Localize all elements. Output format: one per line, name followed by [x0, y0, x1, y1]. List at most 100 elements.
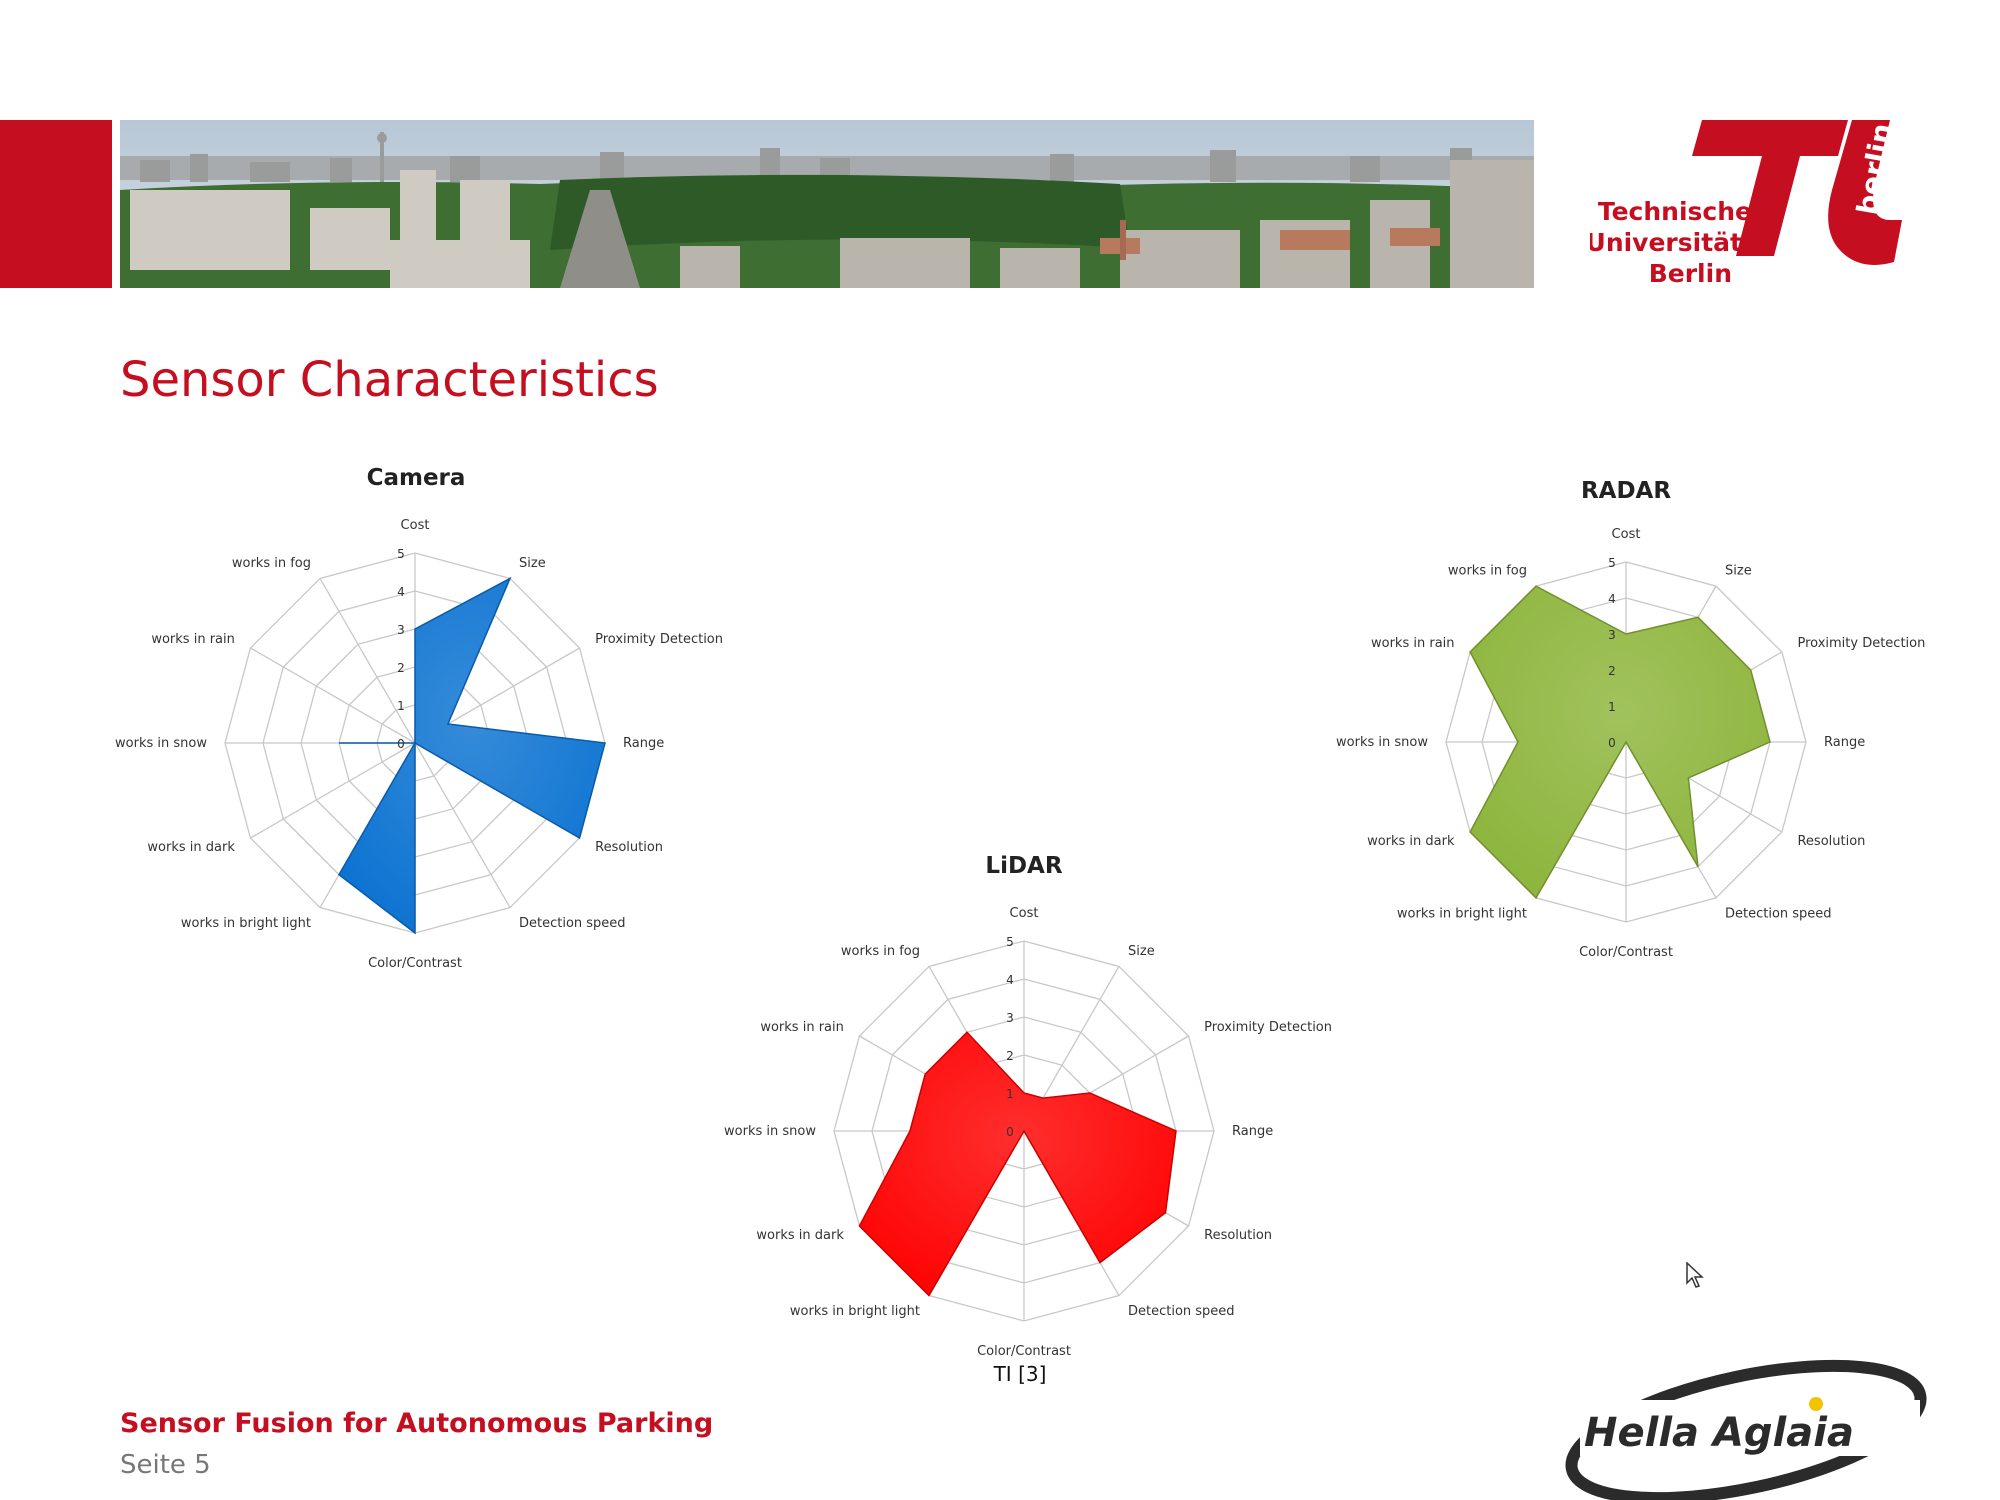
- camera-category-label: Resolution: [595, 840, 663, 855]
- radar-category-label: works in fog: [1448, 564, 1527, 579]
- camera-category-label: Range: [623, 736, 664, 751]
- radar-category-label: works in bright light: [1397, 906, 1527, 921]
- camera-spoke: [250, 742, 416, 839]
- lidar-spoke: [928, 1130, 1025, 1296]
- radar-category-label: Cost: [1612, 527, 1641, 542]
- camera-category-label: works in fog: [232, 556, 311, 571]
- lidar-category-label: works in snow: [724, 1124, 816, 1139]
- lidar-category-label: Color/Contrast: [977, 1344, 1071, 1359]
- radar-tick-label: 2: [1608, 664, 1616, 678]
- radar-category-label: Size: [1725, 564, 1752, 579]
- camera-tick-label: 4: [397, 585, 405, 599]
- lidar-gridline: [833, 940, 1215, 1322]
- camera-category-label: works in snow: [115, 736, 207, 751]
- radar-tick-label: 3: [1608, 628, 1616, 642]
- header-red-block: [0, 120, 112, 288]
- camera-spoke: [414, 742, 511, 908]
- lidar-spoke: [1023, 1130, 1120, 1296]
- camera-tick-label: 2: [397, 661, 405, 675]
- radar-tick-label: 1: [1608, 700, 1616, 714]
- camera-gridline: [338, 666, 492, 820]
- lidar-category-label: Size: [1128, 944, 1155, 959]
- mouse-cursor-icon: [1686, 1262, 1704, 1288]
- radar-gridline: [1517, 633, 1735, 851]
- lidar-category-label: works in rain: [760, 1020, 844, 1035]
- camera-spoke: [414, 742, 580, 839]
- lidar-spoke: [1023, 1130, 1189, 1227]
- lidar-spoke: [1023, 966, 1120, 1132]
- lidar-tick-label: 2: [1006, 1049, 1014, 1063]
- radar-category-label: Color/Contrast: [1579, 945, 1673, 960]
- radar-spoke: [1625, 651, 1783, 743]
- camera-category-label: works in rain: [151, 632, 235, 647]
- radar-category-label: Detection speed: [1725, 906, 1832, 921]
- lidar-gridline: [871, 978, 1177, 1284]
- lidar-category-label: Detection speed: [1128, 1304, 1235, 1319]
- camera-tick-label: 0: [397, 737, 405, 751]
- footer-title: Sensor Fusion for Autonomous Parking: [120, 1408, 714, 1439]
- lidar-spoke: [859, 1130, 1025, 1227]
- camera-spoke: [250, 647, 416, 744]
- radar-category-label: Range: [1824, 735, 1865, 750]
- camera-spoke: [319, 742, 416, 908]
- camera-data-area: [338, 576, 606, 935]
- camera-gridline: [262, 590, 568, 896]
- radar-category-label: works in rain: [1371, 636, 1455, 651]
- radar-spoke: [1625, 741, 1717, 899]
- camera-gridline: [224, 552, 606, 934]
- lidar-gridline: [985, 1092, 1063, 1170]
- radar-chart-title: RADAR: [1580, 478, 1672, 504]
- camera-gridline: [376, 704, 454, 782]
- lidar-category-label: works in bright light: [790, 1304, 920, 1319]
- camera-category-label: Proximity Detection: [595, 632, 723, 647]
- camera-spoke: [319, 578, 416, 744]
- lidar-spoke: [859, 1035, 1025, 1132]
- radar-spoke: [1469, 651, 1627, 743]
- camera-tick-label: 5: [397, 547, 405, 561]
- camera-category-label: Cost: [401, 518, 430, 533]
- tu-logo-line-1: Technische: [1598, 197, 1752, 226]
- radar-data-area: [1469, 585, 1771, 900]
- lidar-spoke: [928, 966, 1025, 1132]
- tu-berlin-logo: berlin Technische Universität Berlin: [1590, 120, 1902, 288]
- radar-spoke: [1625, 585, 1717, 743]
- lidar-gridline: [909, 1016, 1139, 1246]
- source-citation: TI [3]: [993, 1362, 1047, 1386]
- radar-spoke: [1469, 741, 1627, 833]
- lidar-tick-label: 0: [1006, 1125, 1014, 1139]
- radar-tick-label: 0: [1608, 736, 1616, 750]
- lidar-spoke: [1023, 1035, 1189, 1132]
- camera-category-label: works in dark: [147, 840, 235, 855]
- radar-spoke: [1625, 741, 1783, 833]
- hella-aglaia-text: Hella Aglaia: [1584, 1410, 1854, 1456]
- tu-logo-line-3: Berlin: [1649, 259, 1732, 288]
- camera-category-label: Color/Contrast: [368, 956, 462, 971]
- radar-gridline: [1481, 597, 1771, 887]
- radar-gridline: [1589, 705, 1663, 779]
- camera-category-label: Detection speed: [519, 916, 626, 931]
- camera-category-label: works in bright light: [181, 916, 311, 931]
- lidar-category-label: works in fog: [841, 944, 920, 959]
- radar-spoke: [1535, 741, 1627, 899]
- radar-category-label: works in dark: [1367, 834, 1455, 849]
- berlin-skyline-banner: [120, 120, 1534, 288]
- camera-gridline: [300, 628, 530, 858]
- slide-title: Sensor Characteristics: [120, 352, 659, 408]
- lidar-category-label: Range: [1232, 1124, 1273, 1139]
- camera-tick-label: 1: [397, 699, 405, 713]
- radar-gridline: [1553, 669, 1699, 815]
- camera-spoke: [414, 647, 580, 744]
- radar-gridline: [1445, 561, 1807, 923]
- camera-tick-label: 3: [397, 623, 405, 637]
- lidar-category-label: Proximity Detection: [1204, 1020, 1332, 1035]
- lidar-tick-label: 3: [1006, 1011, 1014, 1025]
- page-number: Seite 5: [120, 1450, 211, 1480]
- radar-category-label: Proximity Detection: [1797, 636, 1925, 651]
- lidar-chart-title: LiDAR: [985, 853, 1063, 879]
- lidar-gridline: [947, 1054, 1101, 1208]
- radar-tick-label: 4: [1608, 592, 1616, 606]
- hella-aglaia-logo: Hella Aglaia: [1565, 1359, 1927, 1500]
- lidar-data-area: [858, 1031, 1177, 1297]
- lidar-tick-label: 1: [1006, 1087, 1014, 1101]
- lidar-tick-label: 5: [1006, 935, 1014, 949]
